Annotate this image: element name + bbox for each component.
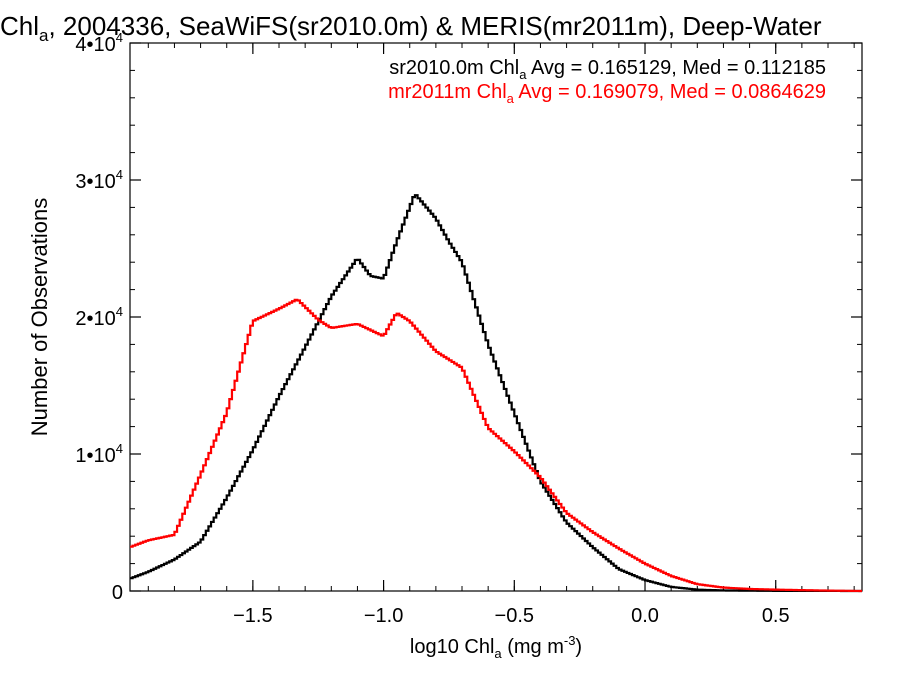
plot-frame: [129, 42, 863, 592]
series-line-black: [130, 194, 862, 593]
legend-entry-black: sr2010.0m Chla Avg = 0.165129, Med = 0.1…: [389, 57, 826, 82]
x-tick-label: −0.5: [495, 605, 534, 627]
chart-title: Chla, 2004336, SeaWiFS(sr2010.0m) & MERI…: [0, 11, 822, 45]
x-axis-label: log10 Chla (mg m-3): [410, 633, 582, 661]
x-tick-label: 0.5: [762, 605, 790, 627]
y-tick-label: 1•104: [75, 441, 123, 467]
y-axis-label: Number of Observations: [27, 198, 52, 436]
legend-entry-red: mr2011m Chla Avg = 0.169079, Med = 0.086…: [388, 81, 826, 106]
y-tick-label: 2•104: [75, 304, 123, 330]
x-tick-label: 0.0: [631, 605, 659, 627]
y-tick-label: 0: [112, 582, 123, 604]
series-line-red: [130, 298, 862, 593]
x-tick-label: −1.0: [364, 605, 403, 627]
y-tick-label: 4•104: [75, 30, 123, 56]
x-tick-label: −1.5: [233, 605, 272, 627]
y-tick-label: 3•104: [75, 167, 123, 193]
